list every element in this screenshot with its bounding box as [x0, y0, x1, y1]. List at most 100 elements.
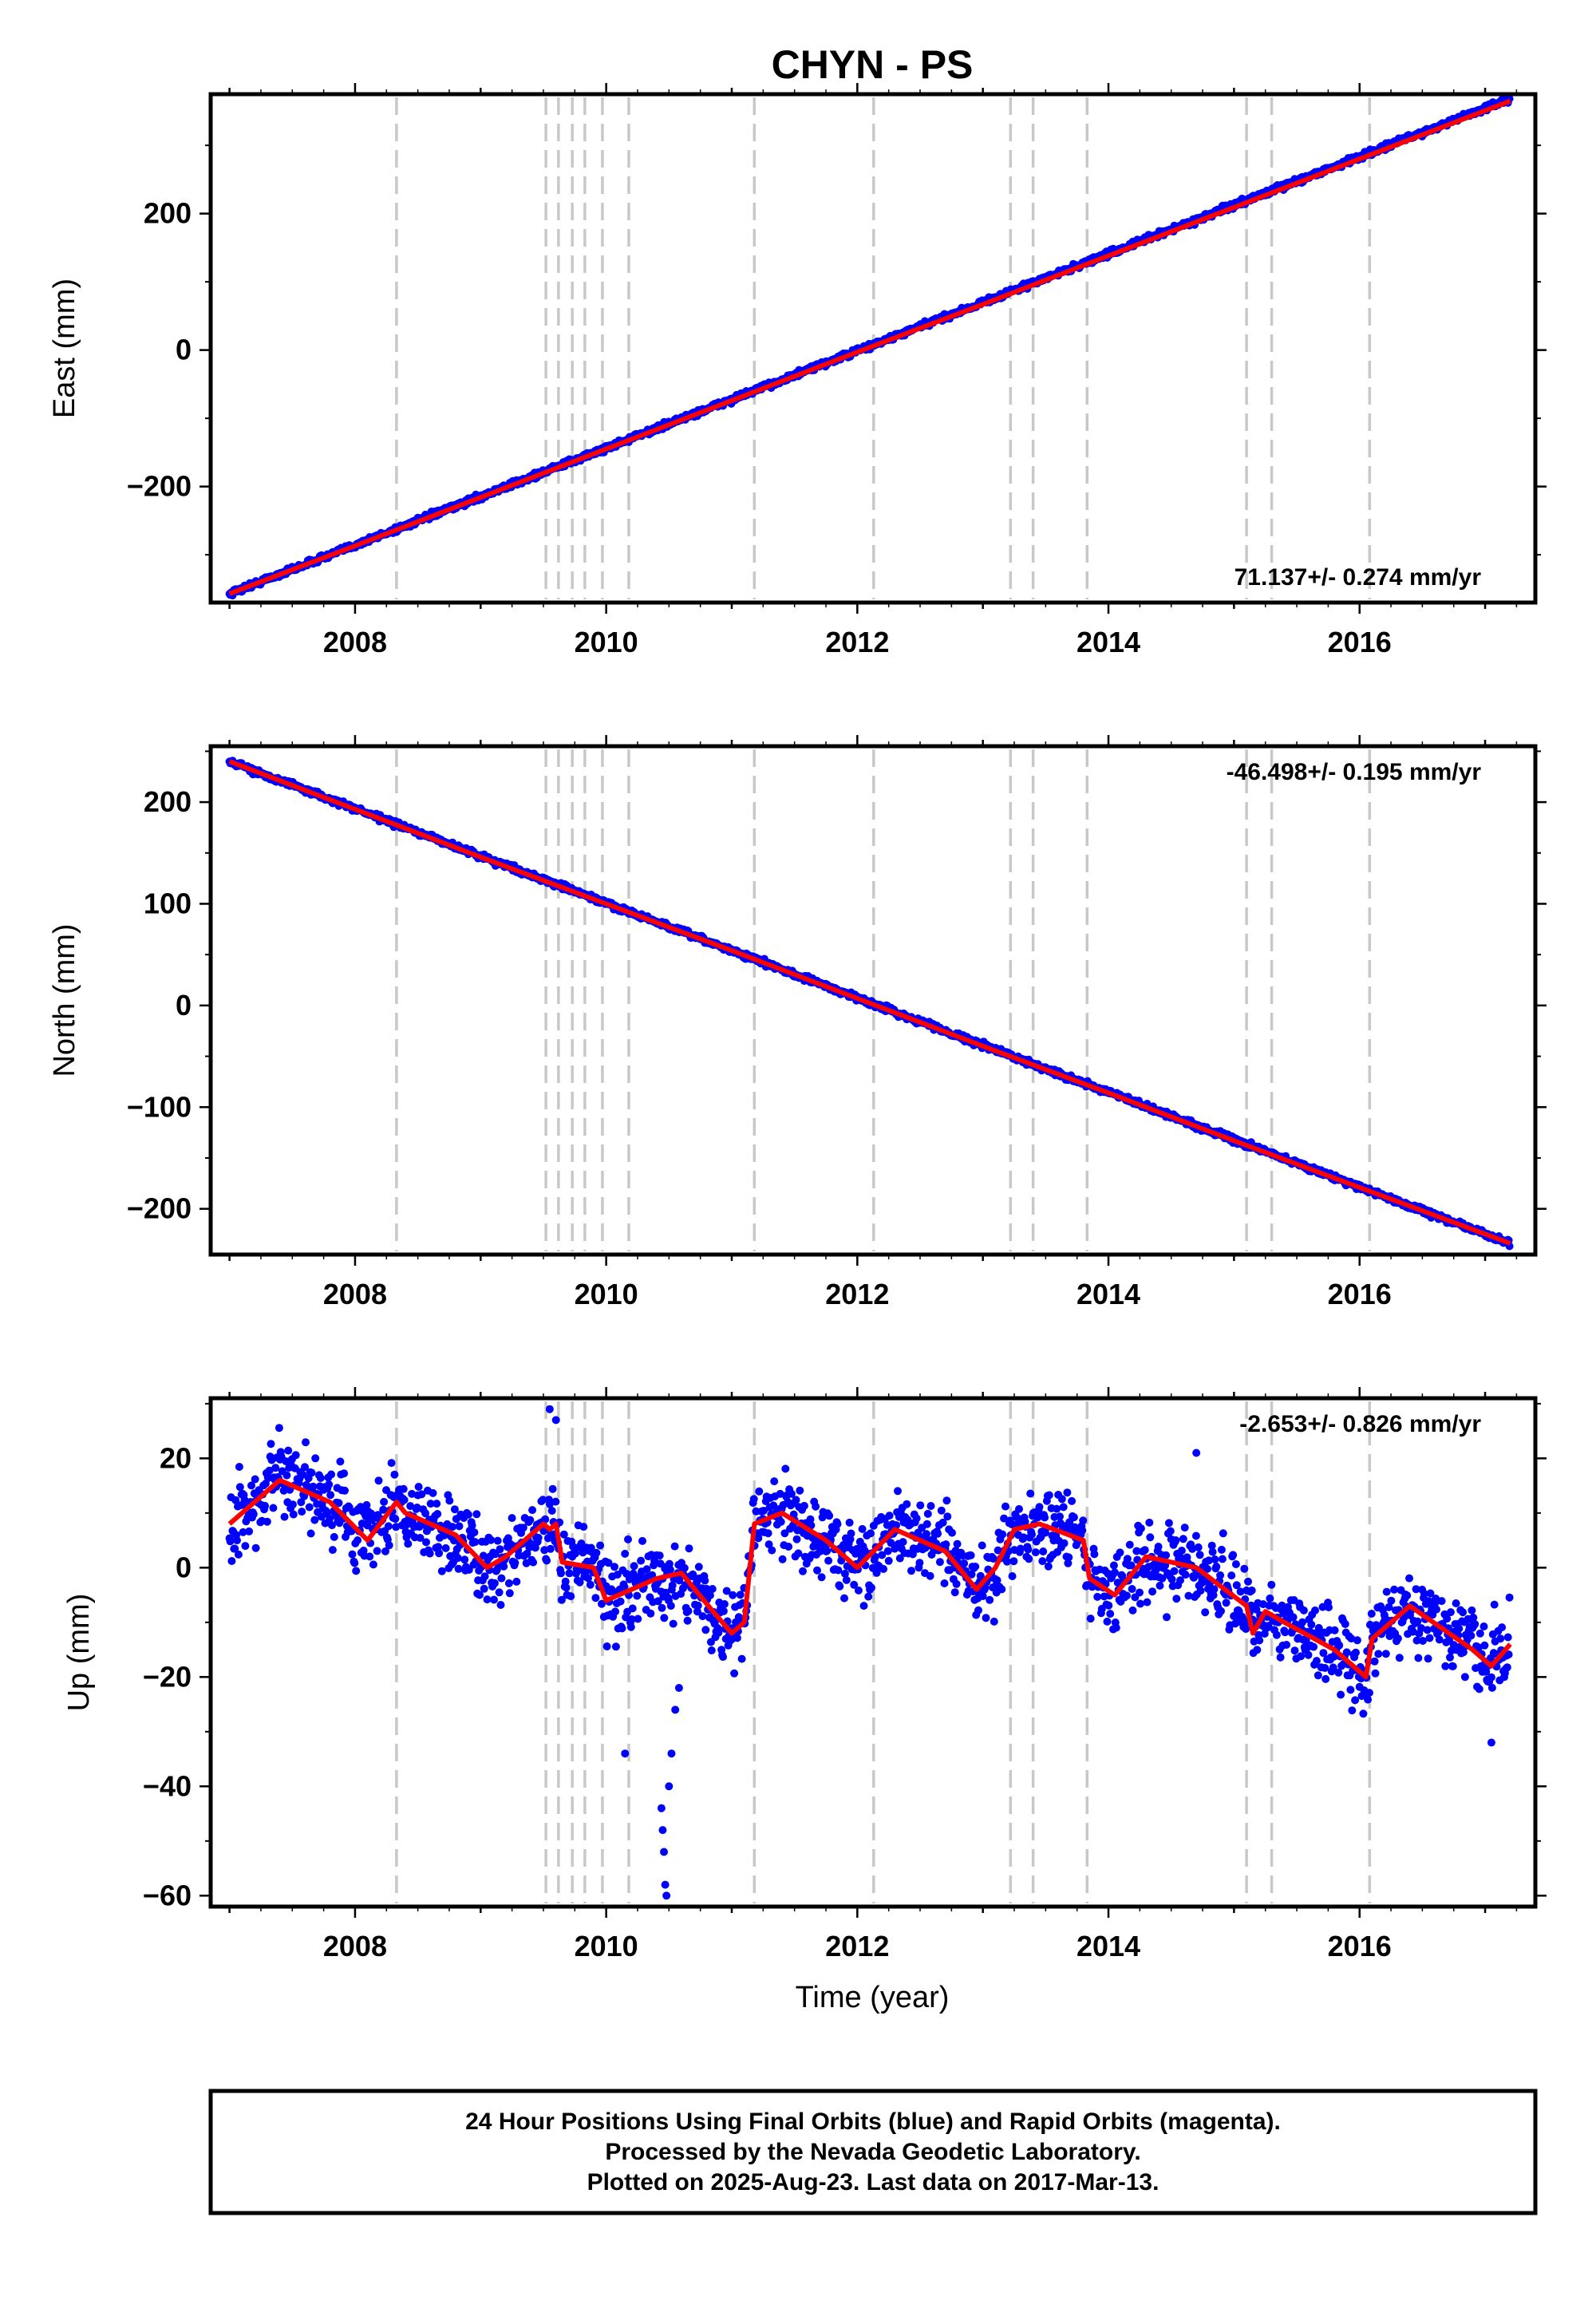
data-point — [769, 1501, 778, 1510]
data-point — [1110, 1568, 1119, 1577]
x-tick-label: 2008 — [323, 1278, 387, 1310]
data-point — [646, 1609, 655, 1618]
data-point — [611, 1642, 620, 1651]
data-point — [1008, 1572, 1017, 1580]
data-point — [235, 1463, 243, 1471]
data-point — [390, 1470, 399, 1479]
data-point — [328, 1521, 336, 1530]
y-axis-label: North (mm) — [48, 923, 81, 1077]
data-point — [496, 1601, 505, 1609]
data-point — [1057, 1495, 1066, 1504]
data-point — [1123, 1555, 1132, 1563]
data-point — [864, 1592, 873, 1601]
data-point — [1207, 1541, 1216, 1550]
data-point — [705, 1591, 714, 1599]
data-point — [879, 1565, 888, 1573]
data-point — [512, 1577, 521, 1586]
data-point — [1000, 1514, 1009, 1523]
data-point — [251, 1543, 260, 1552]
data-point — [1191, 1531, 1200, 1540]
data-point — [288, 1500, 297, 1509]
data-point — [1028, 1530, 1036, 1539]
y-tick-label: −200 — [127, 1192, 192, 1225]
data-point — [540, 1546, 549, 1555]
data-point — [1128, 1606, 1137, 1614]
data-point — [1148, 1587, 1157, 1596]
data-point — [806, 1515, 815, 1524]
data-point — [505, 1589, 514, 1598]
data-point — [316, 1474, 325, 1482]
data-point — [953, 1539, 962, 1548]
data-point — [284, 1446, 293, 1455]
data-point — [719, 1607, 728, 1615]
data-point — [1093, 1592, 1102, 1601]
data-point — [1132, 1547, 1141, 1555]
rate-label: -46.498+/- 0.195 mm/yr — [1227, 759, 1482, 785]
data-point — [1212, 1563, 1221, 1571]
data-point — [437, 1567, 446, 1575]
data-point — [655, 1551, 664, 1560]
data-point — [302, 1438, 310, 1447]
data-point — [551, 1497, 560, 1506]
data-point — [487, 1535, 496, 1544]
data-point — [840, 1569, 849, 1578]
data-point — [669, 1619, 678, 1628]
data-point — [1002, 1557, 1011, 1566]
data-point — [1053, 1504, 1061, 1513]
y-tick-label: 0 — [176, 989, 192, 1022]
data-point — [978, 1541, 986, 1550]
data-point — [922, 1520, 931, 1528]
data-point — [330, 1532, 338, 1541]
data-point — [626, 1622, 635, 1631]
data-point — [1041, 1513, 1049, 1522]
data-point — [982, 1614, 990, 1622]
data-point — [978, 1592, 987, 1600]
data-point — [976, 1571, 985, 1580]
data-point — [1209, 1591, 1218, 1599]
data-point — [280, 1512, 289, 1521]
data-point — [840, 1594, 848, 1603]
data-point — [784, 1543, 793, 1551]
data-point — [926, 1571, 934, 1580]
data-point — [812, 1502, 820, 1511]
data-point — [528, 1506, 537, 1515]
data-point — [341, 1486, 349, 1495]
data-point — [1090, 1550, 1099, 1559]
data-point — [1031, 1548, 1040, 1557]
data-point — [385, 1541, 393, 1550]
data-point — [684, 1607, 693, 1615]
data-point — [680, 1563, 689, 1572]
data-point — [579, 1523, 588, 1531]
data-point — [878, 1551, 887, 1559]
data-point — [974, 1606, 982, 1614]
data-point — [720, 1600, 729, 1608]
data-point — [1188, 1544, 1197, 1553]
data-point — [1016, 1544, 1025, 1553]
data-point — [1068, 1496, 1077, 1505]
data-point — [604, 1559, 613, 1567]
data-point — [755, 1487, 764, 1496]
data-point — [792, 1535, 801, 1543]
data-point — [1024, 1545, 1033, 1554]
data-point — [787, 1489, 796, 1498]
data-point — [326, 1514, 334, 1523]
data-point — [557, 1595, 566, 1604]
data-point — [922, 1530, 930, 1539]
data-point — [1218, 1555, 1227, 1563]
data-point — [557, 1569, 565, 1578]
data-points — [225, 1405, 1514, 1900]
data-point — [1158, 1574, 1167, 1583]
data-point — [1001, 1502, 1009, 1511]
x-tick-label: 2008 — [323, 626, 387, 658]
data-point — [834, 1566, 843, 1575]
data-point — [1216, 1571, 1225, 1579]
data-point — [546, 1544, 555, 1553]
data-point — [1059, 1503, 1068, 1512]
data-point — [1125, 1540, 1134, 1549]
data-point — [1035, 1503, 1044, 1512]
data-point — [824, 1556, 833, 1565]
data-point — [792, 1496, 800, 1504]
chart-title: CHYN - PS — [772, 42, 974, 87]
data-point — [867, 1583, 875, 1592]
data-point — [306, 1529, 315, 1538]
